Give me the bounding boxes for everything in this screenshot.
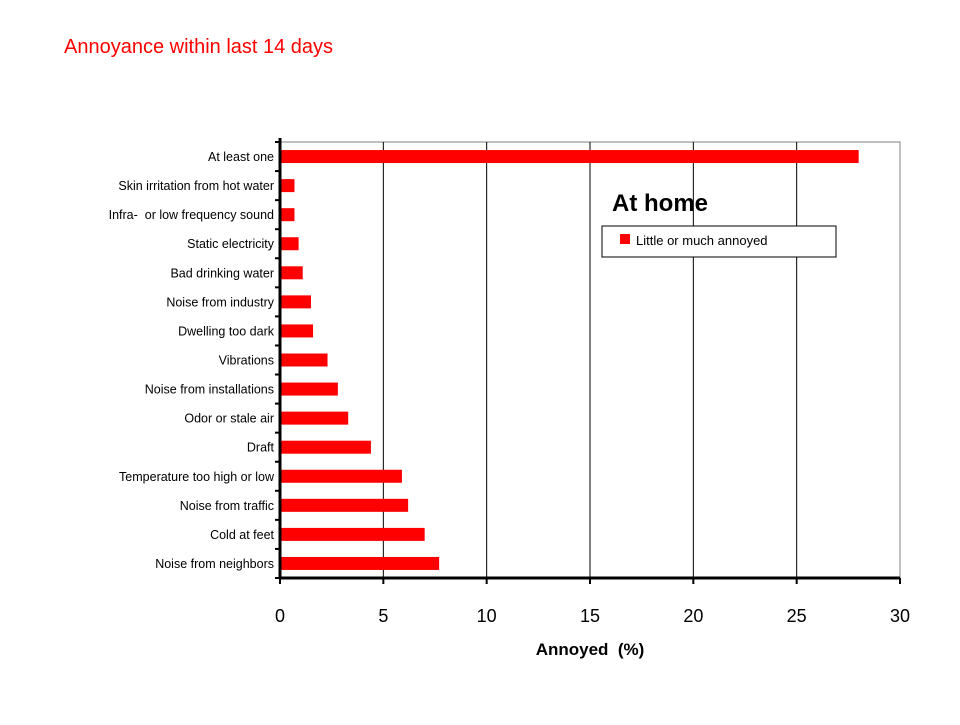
bar — [281, 295, 311, 309]
category-label: Skin irritation from hot water — [118, 179, 274, 193]
category-label: Infra- or low frequency sound — [109, 208, 274, 222]
category-label: Static electricity — [187, 237, 275, 251]
category-label: At least one — [208, 150, 274, 164]
category-label: Noise from industry — [166, 295, 274, 309]
bar — [281, 411, 349, 425]
legend-swatch — [620, 234, 630, 244]
legend: Little or much annoyed — [601, 225, 837, 258]
x-tick-label: 20 — [683, 606, 703, 626]
bar — [281, 324, 314, 338]
chart-title: At home — [612, 190, 708, 217]
bar — [281, 237, 299, 251]
category-label: Noise from neighbors — [155, 557, 274, 571]
category-labels: At least one Skin irritation from hot wat… — [109, 150, 275, 571]
bar — [281, 266, 303, 280]
category-label: Noise from installations — [145, 383, 274, 397]
bar — [281, 382, 338, 396]
category-label: Cold at feet — [210, 528, 274, 542]
slide-title: Annoyance within last 14 days — [64, 36, 334, 58]
bar — [281, 150, 859, 164]
axes: 0 5 10 15 20 25 30 — [275, 138, 910, 626]
bars — [281, 150, 859, 570]
bar — [281, 440, 371, 454]
bar — [281, 527, 425, 541]
x-tick-label: 30 — [890, 606, 910, 626]
category-label: Draft — [247, 441, 275, 455]
bar — [281, 179, 295, 193]
legend-box — [601, 225, 837, 258]
legend-entry: Little or much annoyed — [636, 233, 768, 248]
category-label: Temperature too high or low — [119, 470, 275, 484]
x-tick-label: 0 — [275, 606, 285, 626]
x-tick-label: 25 — [787, 606, 807, 626]
bar — [281, 498, 409, 512]
x-tick-label: 15 — [580, 606, 600, 626]
x-axis-label: Annoyed (%) — [536, 640, 645, 659]
category-label: Bad drinking water — [170, 266, 274, 280]
category-label: Odor or stale air — [184, 412, 274, 426]
bar — [281, 208, 295, 222]
x-tick-label: 5 — [378, 606, 388, 626]
category-label: Vibrations — [219, 354, 274, 368]
bar — [281, 556, 440, 570]
category-label: Dwelling too dark — [178, 324, 275, 338]
x-tick-label: 10 — [477, 606, 497, 626]
bar — [281, 469, 402, 483]
bar — [281, 353, 328, 367]
category-label: Noise from traffic — [180, 499, 274, 513]
